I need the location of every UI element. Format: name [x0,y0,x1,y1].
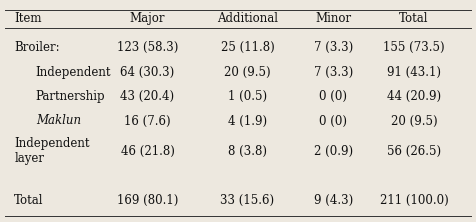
Text: 44 (20.9): 44 (20.9) [387,90,441,103]
Text: 64 (30.3): 64 (30.3) [120,66,175,79]
Text: 155 (73.5): 155 (73.5) [383,41,445,54]
Text: 33 (15.6): 33 (15.6) [220,194,275,207]
Text: Total: Total [399,12,429,25]
Text: 169 (80.1): 169 (80.1) [117,194,178,207]
Text: 8 (3.8): 8 (3.8) [228,145,267,157]
Text: 9 (4.3): 9 (4.3) [314,194,353,207]
Text: 0 (0): 0 (0) [319,90,347,103]
Text: Independent: Independent [36,66,111,79]
Text: 20 (9.5): 20 (9.5) [391,115,437,127]
Text: 25 (11.8): 25 (11.8) [221,41,274,54]
Text: 7 (3.3): 7 (3.3) [314,66,353,79]
Text: Minor: Minor [315,12,351,25]
Text: 43 (20.4): 43 (20.4) [120,90,175,103]
Text: 91 (43.1): 91 (43.1) [387,66,441,79]
Text: 211 (100.0): 211 (100.0) [380,194,448,207]
Text: Partnership: Partnership [36,90,105,103]
Text: Additional: Additional [217,12,278,25]
Text: 2 (0.9): 2 (0.9) [314,145,353,157]
Text: 20 (9.5): 20 (9.5) [224,66,271,79]
Text: Total: Total [14,194,44,207]
Text: Major: Major [130,12,165,25]
Text: Independent
layer: Independent layer [14,137,90,165]
Text: Item: Item [14,12,42,25]
Text: 1 (0.5): 1 (0.5) [228,90,267,103]
Text: Maklun: Maklun [36,115,81,127]
Text: 7 (3.3): 7 (3.3) [314,41,353,54]
Text: 46 (21.8): 46 (21.8) [120,145,175,157]
Text: 56 (26.5): 56 (26.5) [387,145,441,157]
Text: 123 (58.3): 123 (58.3) [117,41,178,54]
Text: Broiler:: Broiler: [14,41,60,54]
Text: 4 (1.9): 4 (1.9) [228,115,267,127]
Text: 16 (7.6): 16 (7.6) [124,115,171,127]
Text: 0 (0): 0 (0) [319,115,347,127]
